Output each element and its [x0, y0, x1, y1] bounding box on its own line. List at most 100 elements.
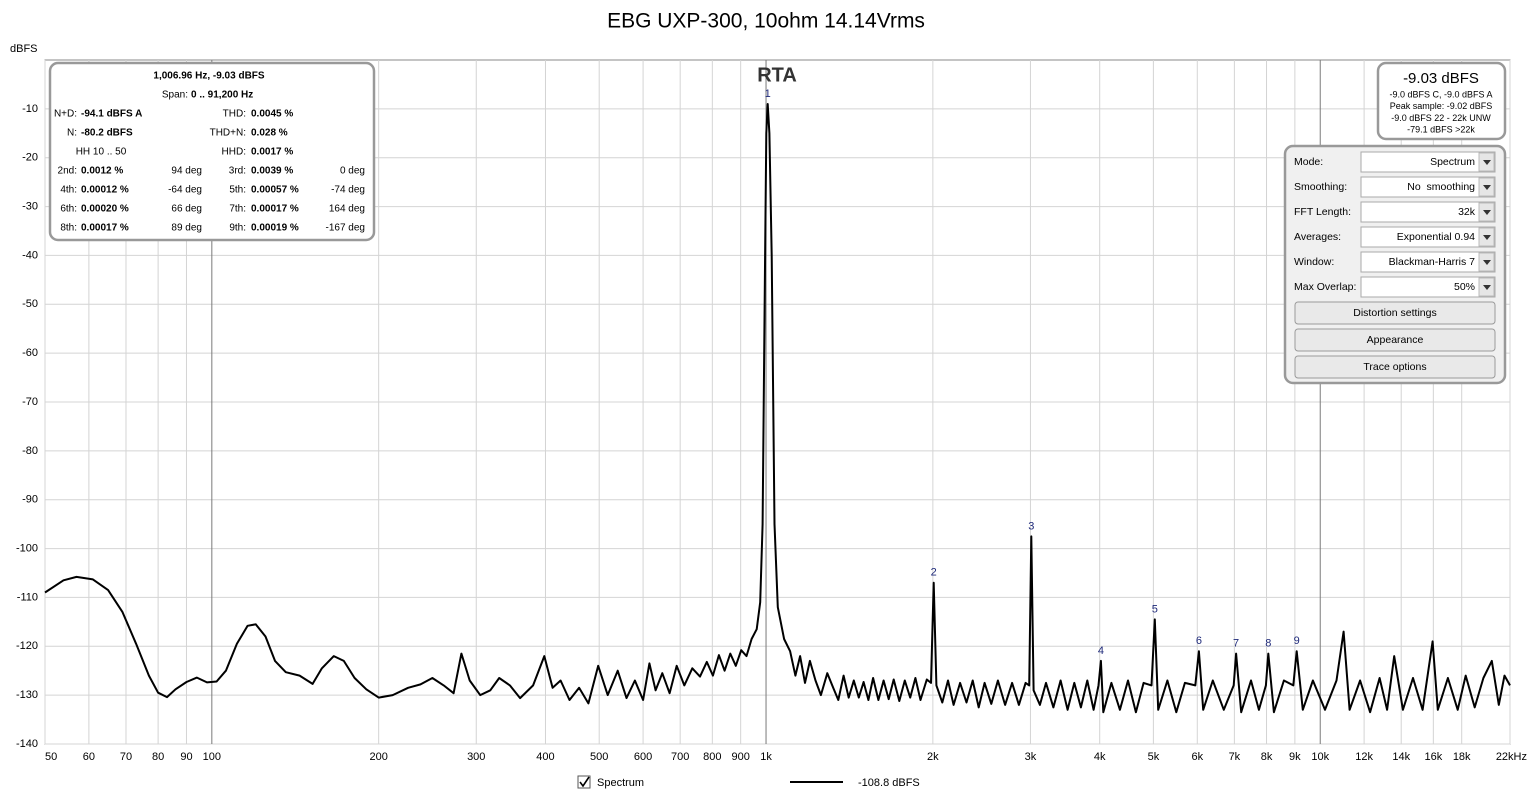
chart-title: EBG UXP-300, 10ohm 14.14Vrms: [607, 10, 925, 33]
x-tick-label: 200: [369, 751, 387, 763]
info-value: -80.2 dBFS: [81, 128, 133, 139]
x-tick-label: 400: [536, 751, 554, 763]
x-tick-label: 900: [731, 751, 749, 763]
plot-title: RTA: [757, 64, 797, 86]
span-label: Span:: [162, 90, 188, 101]
harmonic-marker: 5: [1152, 603, 1158, 615]
harmonic-phase: 89 deg: [171, 223, 202, 234]
y-tick-label: -80: [22, 445, 38, 457]
harmonic-value: 0.00017 %: [251, 204, 299, 215]
legend-reading: -108.8 dBFS: [858, 777, 920, 789]
y-tick-label: -40: [22, 249, 38, 261]
x-tick-label: 800: [703, 751, 721, 763]
x-tick-label: 5k: [1148, 751, 1160, 763]
harmonic-phase: -167 deg: [326, 223, 365, 234]
control-label: FFT Length:: [1294, 206, 1351, 218]
x-tick-label: 16k: [1424, 751, 1442, 763]
harmonic-phase: 0 deg: [340, 166, 365, 177]
x-tick-label: 300: [467, 751, 485, 763]
control-button[interactable]: [1294, 355, 1496, 379]
info-value: 0.0017 %: [251, 147, 293, 158]
control-select[interactable]: [1360, 251, 1496, 273]
harmonic-marker: 8: [1265, 638, 1271, 650]
harmonic-value: 0.00019 %: [251, 223, 299, 234]
x-tick-label: 12k: [1355, 751, 1373, 763]
harmonic-marker: 6: [1196, 635, 1202, 647]
y-axis-label: dBFS: [10, 43, 38, 55]
x-tick-label: 50: [45, 751, 57, 763]
x-tick-label: 6k: [1191, 751, 1203, 763]
x-tick-label: 10k: [1311, 751, 1329, 763]
span-value: 0 .. 91,200 Hz: [191, 90, 253, 101]
level-detail: Peak sample: -9.02 dBFS: [1390, 101, 1493, 111]
control-select[interactable]: [1360, 226, 1496, 248]
y-tick-label: -30: [22, 200, 38, 212]
x-tick-label: 60: [83, 751, 95, 763]
y-tick-label: -70: [22, 396, 38, 408]
control-select[interactable]: [1360, 151, 1496, 173]
info-value: 0.0045 %: [251, 109, 293, 120]
x-tick-label: 3k: [1025, 751, 1037, 763]
control-select[interactable]: [1360, 201, 1496, 223]
info-label: HH 10 .. 50: [76, 147, 127, 158]
harmonic-marker: 2: [931, 567, 937, 579]
x-tick-label: 18k: [1453, 751, 1471, 763]
x-tick-label: 14k: [1392, 751, 1410, 763]
control-button[interactable]: [1294, 301, 1496, 325]
y-tick-label: -100: [16, 542, 38, 554]
x-tick-label: 600: [634, 751, 652, 763]
info-label: HHD:: [222, 147, 246, 158]
harmonic-value: 0.00017 %: [81, 223, 129, 234]
checkmark: [579, 776, 590, 788]
harmonic-phase: 164 deg: [329, 204, 365, 215]
dropdown-arrow: [1483, 185, 1491, 190]
harmonic-marker: 9: [1294, 635, 1300, 647]
info-box: [48, 61, 376, 242]
harmonic-value: 0.00057 %: [251, 185, 299, 196]
y-tick-label: -130: [16, 689, 38, 701]
control-select[interactable]: [1360, 276, 1496, 298]
info-label: THD:: [223, 109, 246, 120]
x-tick-label: 500: [590, 751, 608, 763]
control-label: Max Overlap:: [1294, 281, 1356, 293]
y-tick-label: -60: [22, 347, 38, 359]
y-tick-label: -120: [16, 640, 38, 652]
control-value: No smoothing: [1407, 181, 1475, 193]
info-header: 1,006.96 Hz, -9.03 dBFS: [153, 71, 264, 82]
x-tick-label: 80: [152, 751, 164, 763]
dropdown-arrow: [1483, 260, 1491, 265]
control-button[interactable]: [1294, 328, 1496, 352]
info-value: 0.028 %: [251, 128, 288, 139]
x-tick-label: 22kHz: [1496, 751, 1527, 763]
level-detail: -9.0 dBFS 22 - 22k UNW: [1391, 113, 1491, 123]
button-label: Trace options: [1363, 361, 1426, 373]
control-value: Spectrum: [1430, 156, 1475, 168]
control-label: Window:: [1294, 256, 1334, 268]
x-tick-label: 7k: [1229, 751, 1241, 763]
button-label: Distortion settings: [1353, 307, 1436, 319]
y-tick-label: -50: [22, 298, 38, 310]
info-label: THD+N:: [210, 128, 246, 139]
control-label: Smoothing:: [1294, 181, 1347, 193]
x-tick-label: 70: [120, 751, 132, 763]
control-select[interactable]: [1360, 176, 1496, 198]
level-value: -9.03 dBFS: [1403, 70, 1479, 87]
control-label: Mode:: [1294, 156, 1323, 168]
x-tick-label: 8k: [1261, 751, 1273, 763]
y-tick-label: -10: [22, 103, 38, 115]
y-tick-label: -140: [16, 738, 38, 750]
harmonic-value: 0.0012 %: [81, 166, 123, 177]
harmonic-label: 4th:: [60, 185, 77, 196]
dropdown-arrow: [1483, 285, 1491, 290]
y-tick-label: -90: [22, 494, 38, 506]
dropdown-arrow: [1483, 160, 1491, 165]
y-tick-label: -20: [22, 152, 38, 164]
harmonic-label: 8th:: [60, 223, 77, 234]
x-tick-label: 100: [203, 751, 221, 763]
legend-label: Spectrum: [597, 777, 644, 789]
info-label: N:: [67, 128, 77, 139]
harmonic-marker: 4: [1098, 645, 1104, 657]
level-detail: -9.0 dBFS C, -9.0 dBFS A: [1389, 89, 1492, 99]
harmonic-phase: -74 deg: [331, 185, 365, 196]
